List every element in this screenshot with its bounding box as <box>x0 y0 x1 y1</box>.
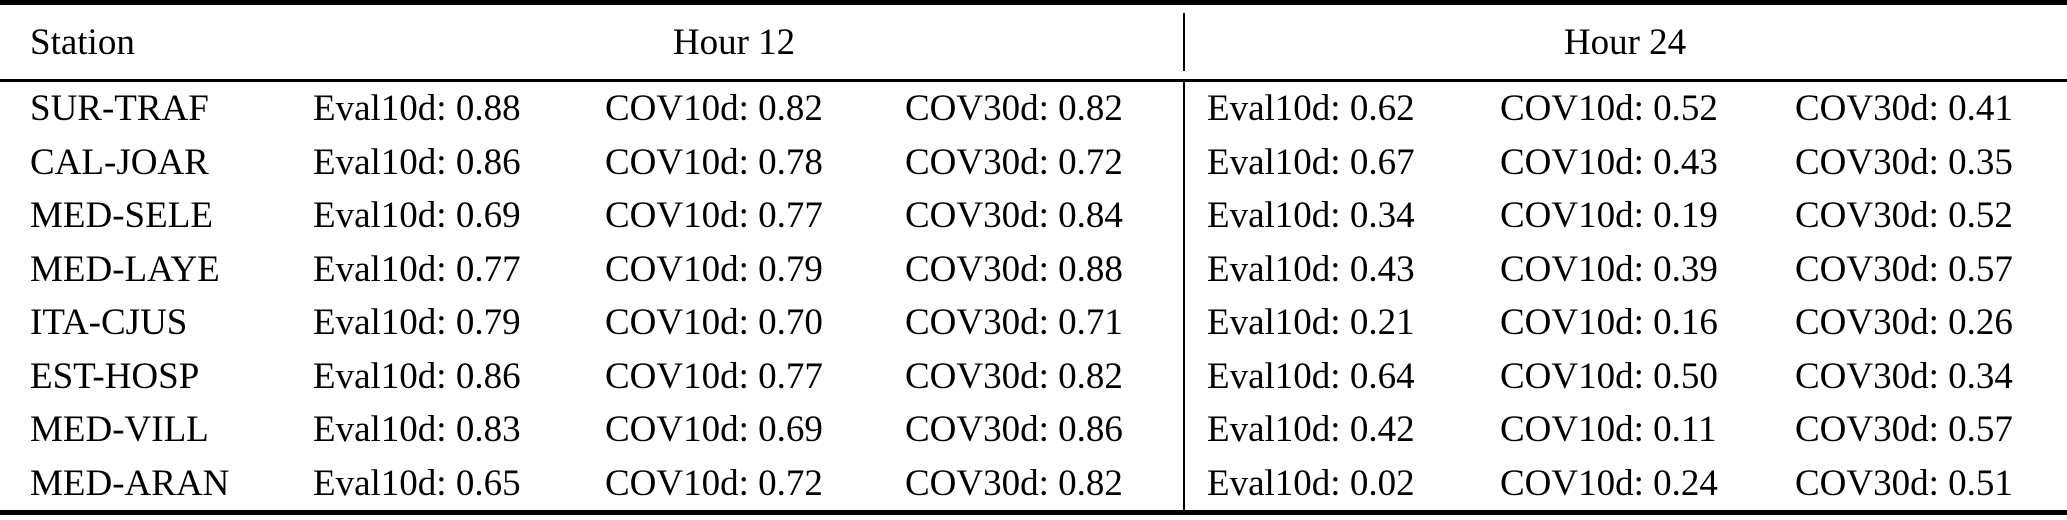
table-row: MED-ARAN Eval10d: 0.65 COV10d: 0.72 COV30d:… <box>0 456 2067 510</box>
metric-cell: Eval10d: 0.43 <box>1183 242 1478 296</box>
table-body: SUR-TRAF Eval10d: 0.88 COV10d: 0.82 COV30d:… <box>0 82 2067 510</box>
table-row: CAL-JOAR Eval10d: 0.86 COV10d: 0.78 COV30d:… <box>0 135 2067 189</box>
metric-cell: COV30d: 0.51 <box>1795 462 2013 504</box>
station-name: MED-VILL <box>30 409 209 451</box>
metric-cell: COV10d: 0.16 <box>1500 302 1718 344</box>
metric-cell: COV30d: 0.34 <box>1795 355 2013 397</box>
table-row: MED-LAYE Eval10d: 0.77 COV10d: 0.79 COV30d:… <box>0 242 2067 296</box>
table-bottom-rule <box>0 510 2067 515</box>
metric-cell: COV30d: 0.52 <box>1795 195 2013 237</box>
column-header-hour24: Hour 24 <box>1183 5 2067 79</box>
metric-cell: COV30d: 0.71 <box>905 302 1123 344</box>
metric-cell: COV10d: 0.39 <box>1500 248 1718 290</box>
metric-cell: COV10d: 0.78 <box>605 141 823 183</box>
metric-cell: COV30d: 0.82 <box>905 462 1123 504</box>
metric-cell: Eval10d: 0.67 <box>1183 135 1478 189</box>
station-name: SUR-TRAF <box>30 88 209 130</box>
metric-cell: COV30d: 0.57 <box>1795 409 2013 451</box>
metric-cell: Eval10d: 0.64 <box>1183 349 1478 403</box>
metric-cell: COV10d: 0.70 <box>605 302 823 344</box>
metric-cell: COV10d: 0.82 <box>605 88 823 130</box>
metric-cell: Eval10d: 0.62 <box>1183 82 1478 136</box>
station-name: CAL-JOAR <box>30 141 209 183</box>
table-top-rule <box>0 0 2067 5</box>
metric-cell: COV10d: 0.69 <box>605 409 823 451</box>
metric-cell: Eval10d: 0.21 <box>1183 296 1478 350</box>
metric-cell: Eval10d: 0.86 <box>313 141 521 183</box>
metric-cell: Eval10d: 0.02 <box>1183 456 1478 510</box>
metric-cell: COV10d: 0.50 <box>1500 355 1718 397</box>
metric-cell: COV30d: 0.84 <box>905 195 1123 237</box>
metric-cell: Eval10d: 0.42 <box>1183 403 1478 457</box>
metric-cell: COV30d: 0.82 <box>905 88 1123 130</box>
table-header-row: Station Hour 12 Hour 24 <box>0 5 2067 79</box>
metric-cell: Eval10d: 0.86 <box>313 355 521 397</box>
metric-cell: COV10d: 0.24 <box>1500 462 1718 504</box>
metric-cell: COV30d: 0.35 <box>1795 141 2013 183</box>
metric-cell: Eval10d: 0.88 <box>313 88 521 130</box>
table-row: EST-HOSP Eval10d: 0.86 COV10d: 0.77 COV30d:… <box>0 349 2067 403</box>
metric-cell: Eval10d: 0.34 <box>1183 189 1478 243</box>
metric-cell: COV10d: 0.19 <box>1500 195 1718 237</box>
metric-cell: COV10d: 0.79 <box>605 248 823 290</box>
metric-cell: COV10d: 0.43 <box>1500 141 1718 183</box>
metric-cell: Eval10d: 0.65 <box>313 462 521 504</box>
table-header-rule <box>0 79 2067 82</box>
station-name: EST-HOSP <box>30 355 200 397</box>
metric-cell: Eval10d: 0.79 <box>313 302 521 344</box>
metric-cell: COV30d: 0.86 <box>905 409 1123 451</box>
table-row: MED-SELE Eval10d: 0.69 COV10d: 0.77 COV30d:… <box>0 189 2067 243</box>
metric-cell: COV30d: 0.41 <box>1795 88 2013 130</box>
station-name: MED-LAYE <box>30 248 220 290</box>
station-name: MED-ARAN <box>30 462 230 504</box>
metric-cell: COV10d: 0.77 <box>605 355 823 397</box>
table-row: SUR-TRAF Eval10d: 0.88 COV10d: 0.82 COV30d:… <box>0 82 2067 136</box>
metric-cell: COV10d: 0.11 <box>1500 409 1717 451</box>
station-name: ITA-CJUS <box>30 302 188 344</box>
metric-cell: COV30d: 0.57 <box>1795 248 2013 290</box>
metric-cell: Eval10d: 0.69 <box>313 195 521 237</box>
metric-cell: COV10d: 0.77 <box>605 195 823 237</box>
metric-cell: COV10d: 0.52 <box>1500 88 1718 130</box>
metric-cell: Eval10d: 0.77 <box>313 248 521 290</box>
metric-cell: COV30d: 0.88 <box>905 248 1123 290</box>
column-header-hour12: Hour 12 <box>672 21 796 63</box>
table-row: ITA-CJUS Eval10d: 0.79 COV10d: 0.70 COV30d:… <box>0 296 2067 350</box>
metric-cell: COV10d: 0.72 <box>605 462 823 504</box>
metric-cell: COV30d: 0.82 <box>905 355 1123 397</box>
station-name: MED-SELE <box>30 195 213 237</box>
column-header-station: Station <box>30 21 135 63</box>
metric-cell: COV30d: 0.26 <box>1795 302 2013 344</box>
table-row: MED-VILL Eval10d: 0.83 COV10d: 0.69 COV30d:… <box>0 403 2067 457</box>
metric-cell: COV30d: 0.72 <box>905 141 1123 183</box>
metric-cell: Eval10d: 0.83 <box>313 409 521 451</box>
